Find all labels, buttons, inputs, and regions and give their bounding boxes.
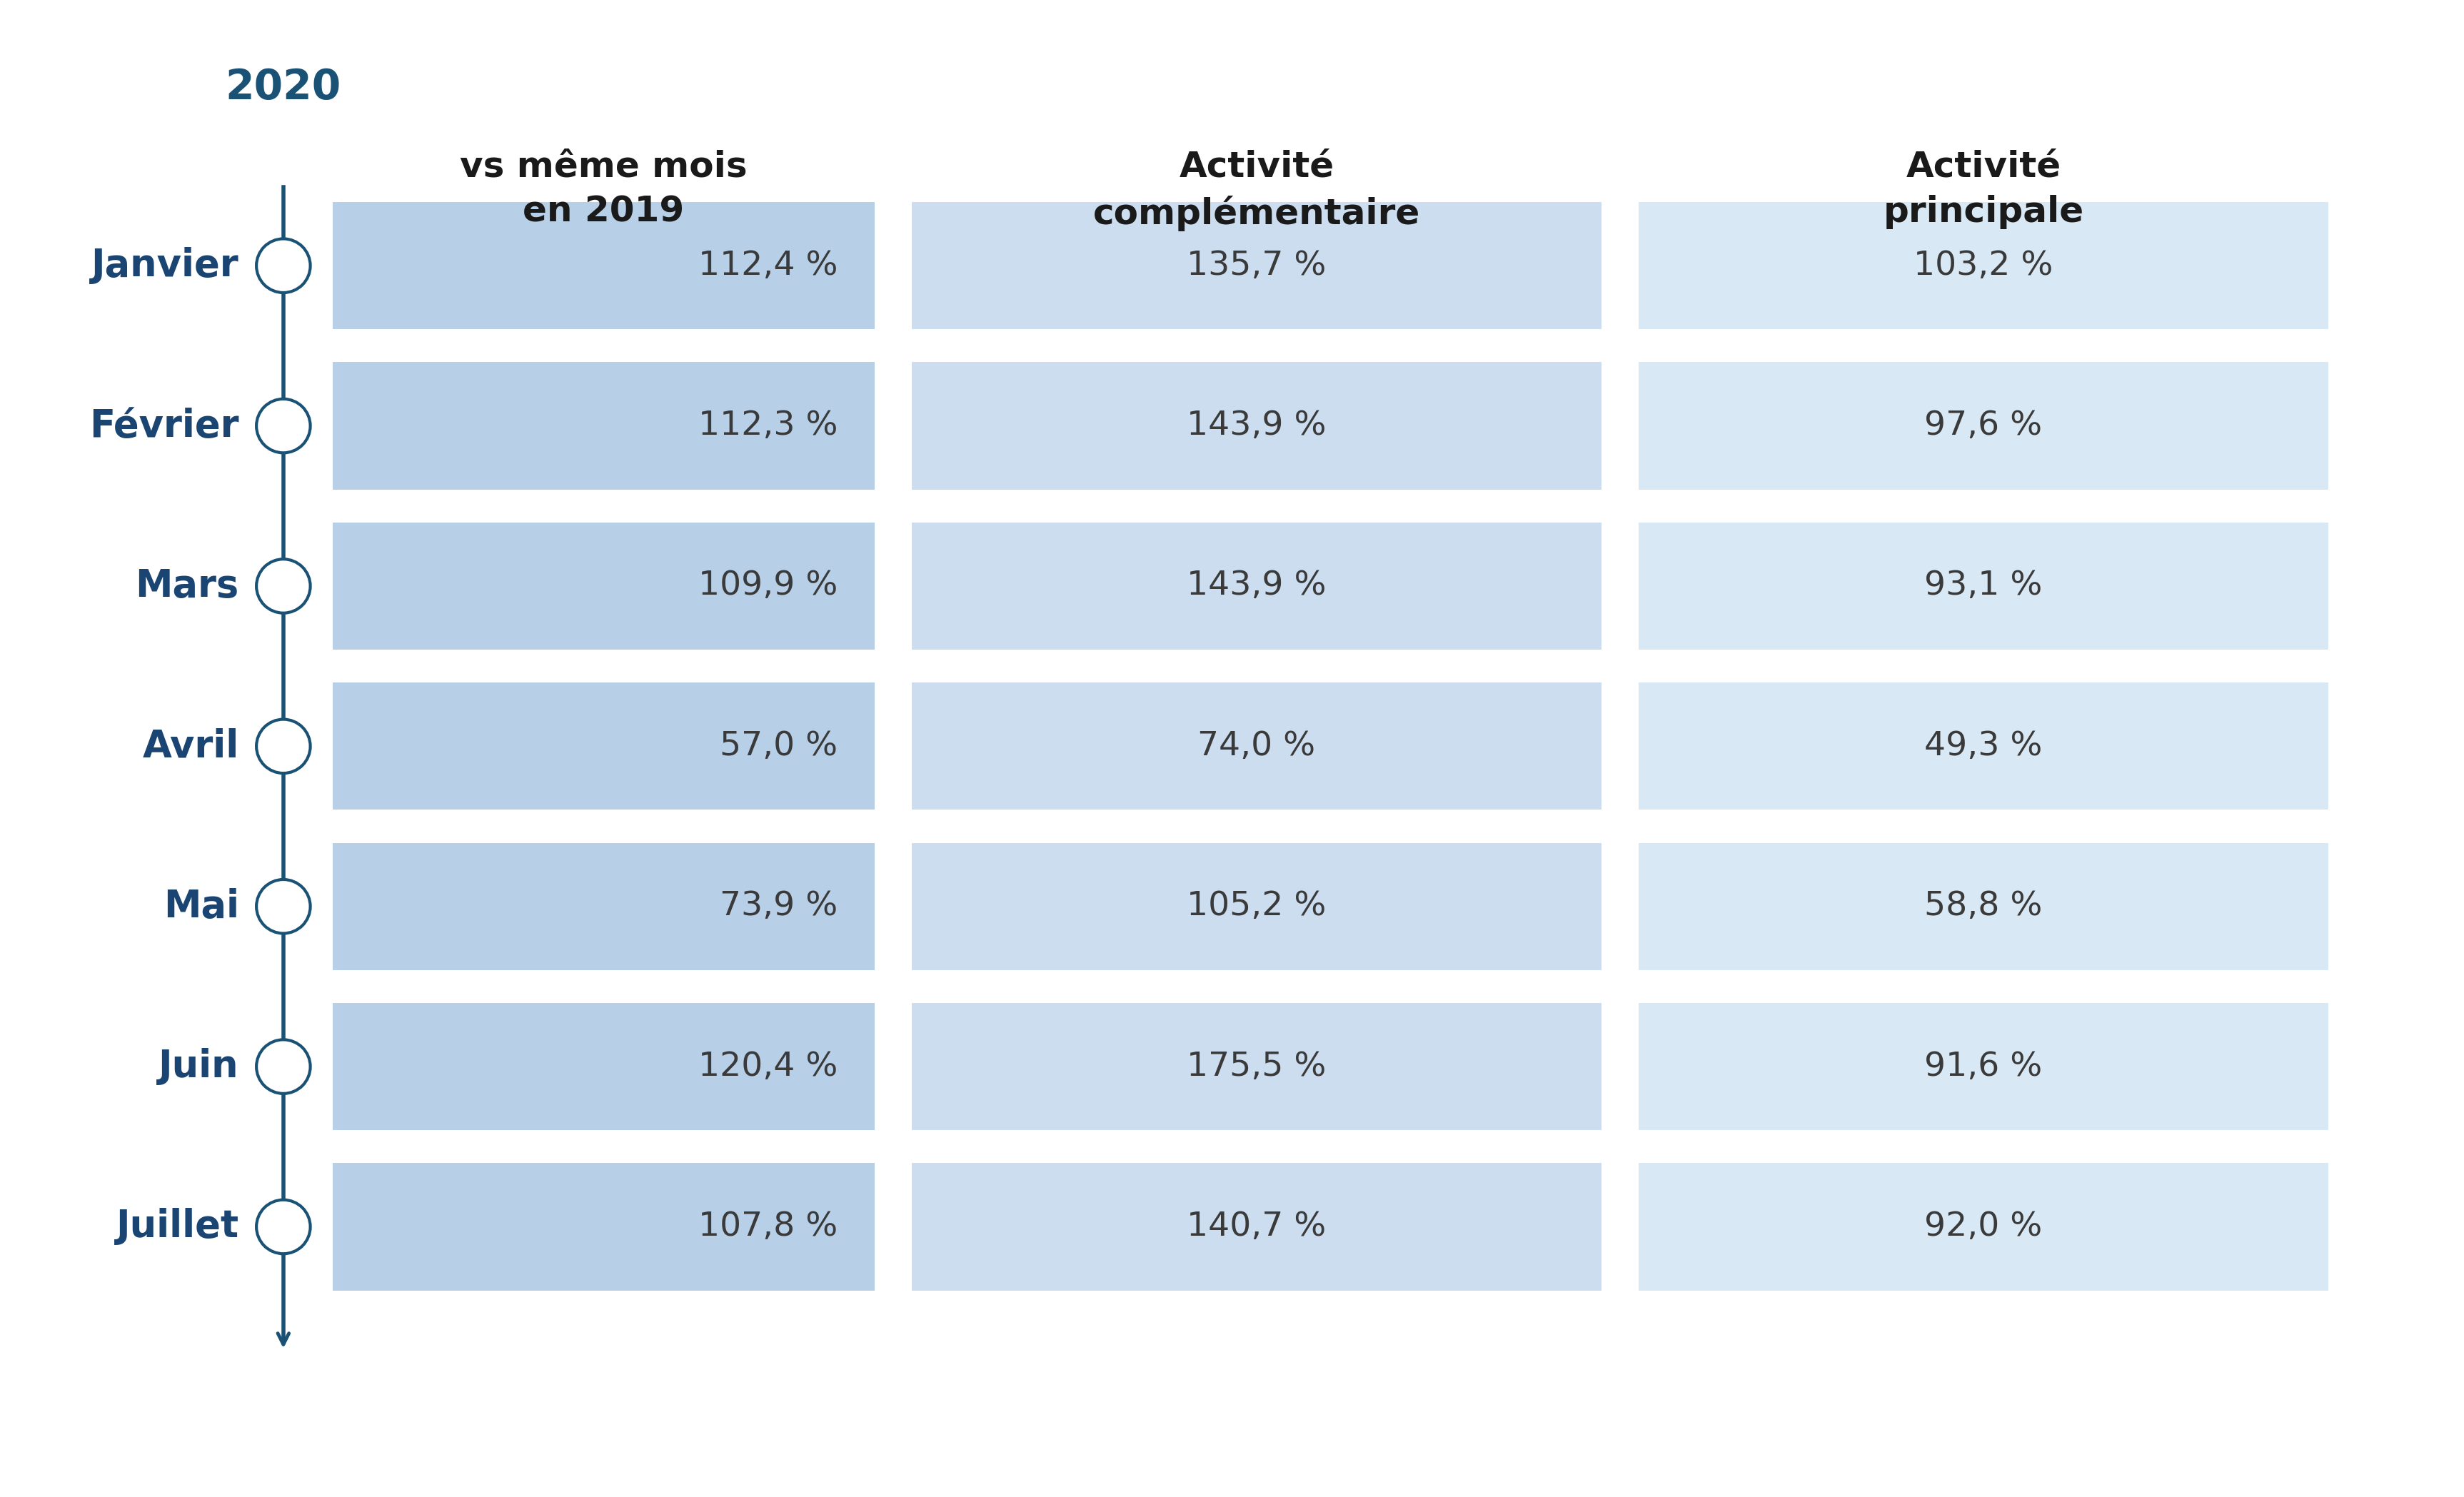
Text: Juin: Juin <box>158 1048 239 1085</box>
Text: 107,8 %: 107,8 % <box>697 1211 838 1243</box>
Text: 135,7 %: 135,7 % <box>1188 250 1326 281</box>
Text: Mai: Mai <box>163 888 239 925</box>
Bar <box>333 1163 875 1290</box>
Bar <box>912 522 1602 650</box>
Bar <box>912 1003 1602 1130</box>
Text: 140,7 %: 140,7 % <box>1188 1211 1326 1243</box>
Bar <box>333 843 875 970</box>
Bar <box>912 362 1602 490</box>
Text: 97,6 %: 97,6 % <box>1924 410 2043 442</box>
Bar <box>1639 202 2328 329</box>
Text: 92,0 %: 92,0 % <box>1924 1211 2043 1243</box>
Text: Janvier: Janvier <box>91 247 239 284</box>
Bar <box>1639 683 2328 810</box>
Text: 73,9 %: 73,9 % <box>719 891 838 922</box>
Circle shape <box>256 1201 310 1254</box>
Circle shape <box>256 240 310 293</box>
Bar <box>912 1163 1602 1290</box>
Bar <box>1639 362 2328 490</box>
Bar <box>333 202 875 329</box>
Text: 112,3 %: 112,3 % <box>697 410 838 442</box>
Text: 58,8 %: 58,8 % <box>1924 891 2043 922</box>
Text: vs même mois
en 2019: vs même mois en 2019 <box>461 150 747 229</box>
Circle shape <box>256 558 310 614</box>
Text: 120,4 %: 120,4 % <box>697 1051 838 1082</box>
Text: 93,1 %: 93,1 % <box>1924 570 2043 602</box>
Text: Activité
complémentaire: Activité complémentaire <box>1094 150 1419 231</box>
Bar <box>912 683 1602 810</box>
Bar <box>333 683 875 810</box>
Circle shape <box>256 1040 310 1093</box>
Bar <box>912 843 1602 970</box>
Circle shape <box>256 400 310 454</box>
Bar <box>333 362 875 490</box>
Bar <box>1639 1003 2328 1130</box>
Bar <box>333 1003 875 1130</box>
Text: 91,6 %: 91,6 % <box>1924 1051 2043 1082</box>
Circle shape <box>256 880 310 934</box>
Bar <box>1639 843 2328 970</box>
Text: 143,9 %: 143,9 % <box>1188 570 1326 602</box>
Text: 109,9 %: 109,9 % <box>697 570 838 602</box>
Text: Avril: Avril <box>143 728 239 765</box>
Bar <box>333 522 875 650</box>
Text: 105,2 %: 105,2 % <box>1188 891 1326 922</box>
Text: 2020: 2020 <box>224 67 342 108</box>
Text: 49,3 %: 49,3 % <box>1924 731 2043 762</box>
Text: 103,2 %: 103,2 % <box>1915 250 2053 281</box>
Text: 57,0 %: 57,0 % <box>719 731 838 762</box>
Text: Février: Février <box>89 407 239 445</box>
Text: Activité
principale: Activité principale <box>1882 150 2085 229</box>
Bar <box>1639 1163 2328 1290</box>
Bar <box>912 202 1602 329</box>
Text: Mars: Mars <box>136 567 239 605</box>
Text: 143,9 %: 143,9 % <box>1188 410 1326 442</box>
Bar <box>1639 522 2328 650</box>
Text: 175,5 %: 175,5 % <box>1188 1051 1326 1082</box>
Text: 74,0 %: 74,0 % <box>1198 731 1316 762</box>
Text: Juillet: Juillet <box>116 1208 239 1246</box>
Circle shape <box>256 719 310 772</box>
Text: 112,4 %: 112,4 % <box>697 250 838 281</box>
